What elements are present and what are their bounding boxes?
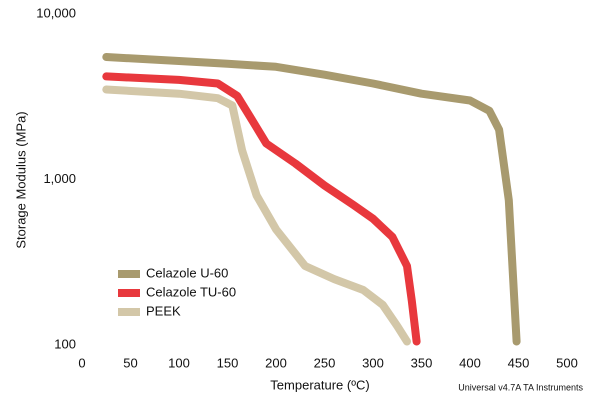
series-line	[102, 72, 421, 346]
y-tick-label: 1,000	[43, 171, 76, 186]
series-line	[102, 85, 411, 346]
y-axis-label: Storage Modulus (MPa)	[13, 111, 28, 248]
x-tick-label: 100	[168, 355, 190, 370]
x-tick-label: 450	[508, 355, 530, 370]
series-line	[102, 53, 521, 346]
x-tick-label: 400	[459, 355, 481, 370]
x-tick-label: 250	[314, 355, 336, 370]
x-tick-label: 0	[78, 355, 85, 370]
x-tick-label: 350	[411, 355, 433, 370]
x-tick-label: 50	[123, 355, 137, 370]
annotation: Universal v4.7A TA Instruments	[458, 382, 583, 392]
legend-label: PEEK	[146, 303, 181, 318]
x-tick-label: 500	[556, 355, 578, 370]
y-tick-label: 100	[54, 336, 76, 351]
legend-label: Celazole U-60	[146, 265, 228, 280]
y-tick-label: 10,000	[36, 5, 76, 20]
x-tick-label: 150	[217, 355, 239, 370]
legend-label: Celazole TU-60	[146, 284, 236, 299]
x-tick-label: 200	[265, 355, 287, 370]
x-tick-label: 300	[362, 355, 384, 370]
x-axis-label: Temperature (ºC)	[270, 377, 369, 392]
